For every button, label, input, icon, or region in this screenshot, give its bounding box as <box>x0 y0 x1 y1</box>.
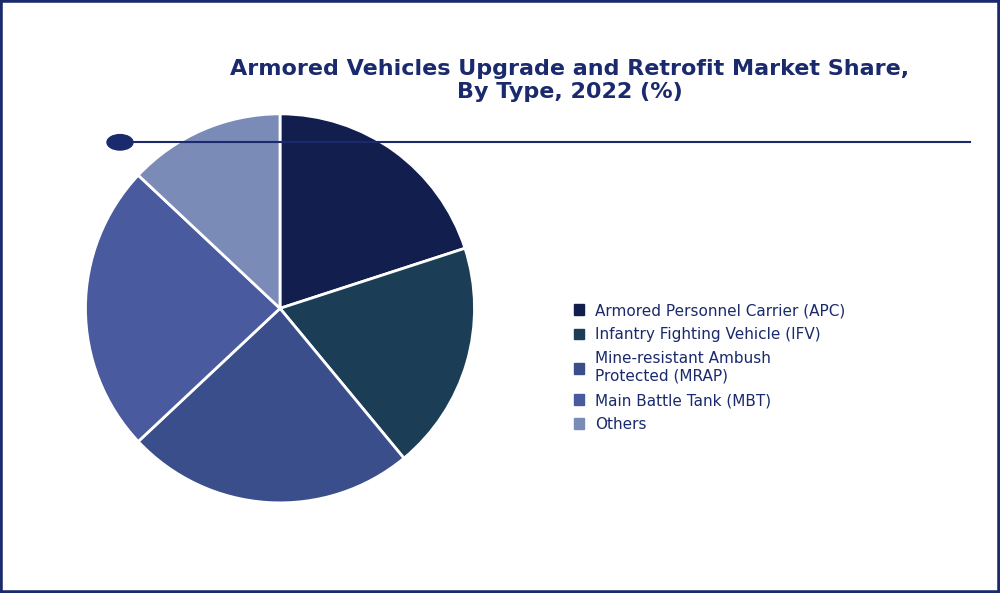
Text: PRECEDENCE: PRECEDENCE <box>30 47 96 57</box>
Wedge shape <box>280 114 465 308</box>
Wedge shape <box>138 308 404 503</box>
Text: RESEARCH: RESEARCH <box>36 81 90 90</box>
Wedge shape <box>138 114 280 308</box>
Wedge shape <box>280 248 475 458</box>
Text: Armored Vehicles Upgrade and Retrofit Market Share,
By Type, 2022 (%): Armored Vehicles Upgrade and Retrofit Ma… <box>230 59 910 103</box>
Wedge shape <box>85 175 280 442</box>
Legend: Armored Personnel Carrier (APC), Infantry Fighting Vehicle (IFV), Mine-resistant: Armored Personnel Carrier (APC), Infantr… <box>568 297 852 438</box>
